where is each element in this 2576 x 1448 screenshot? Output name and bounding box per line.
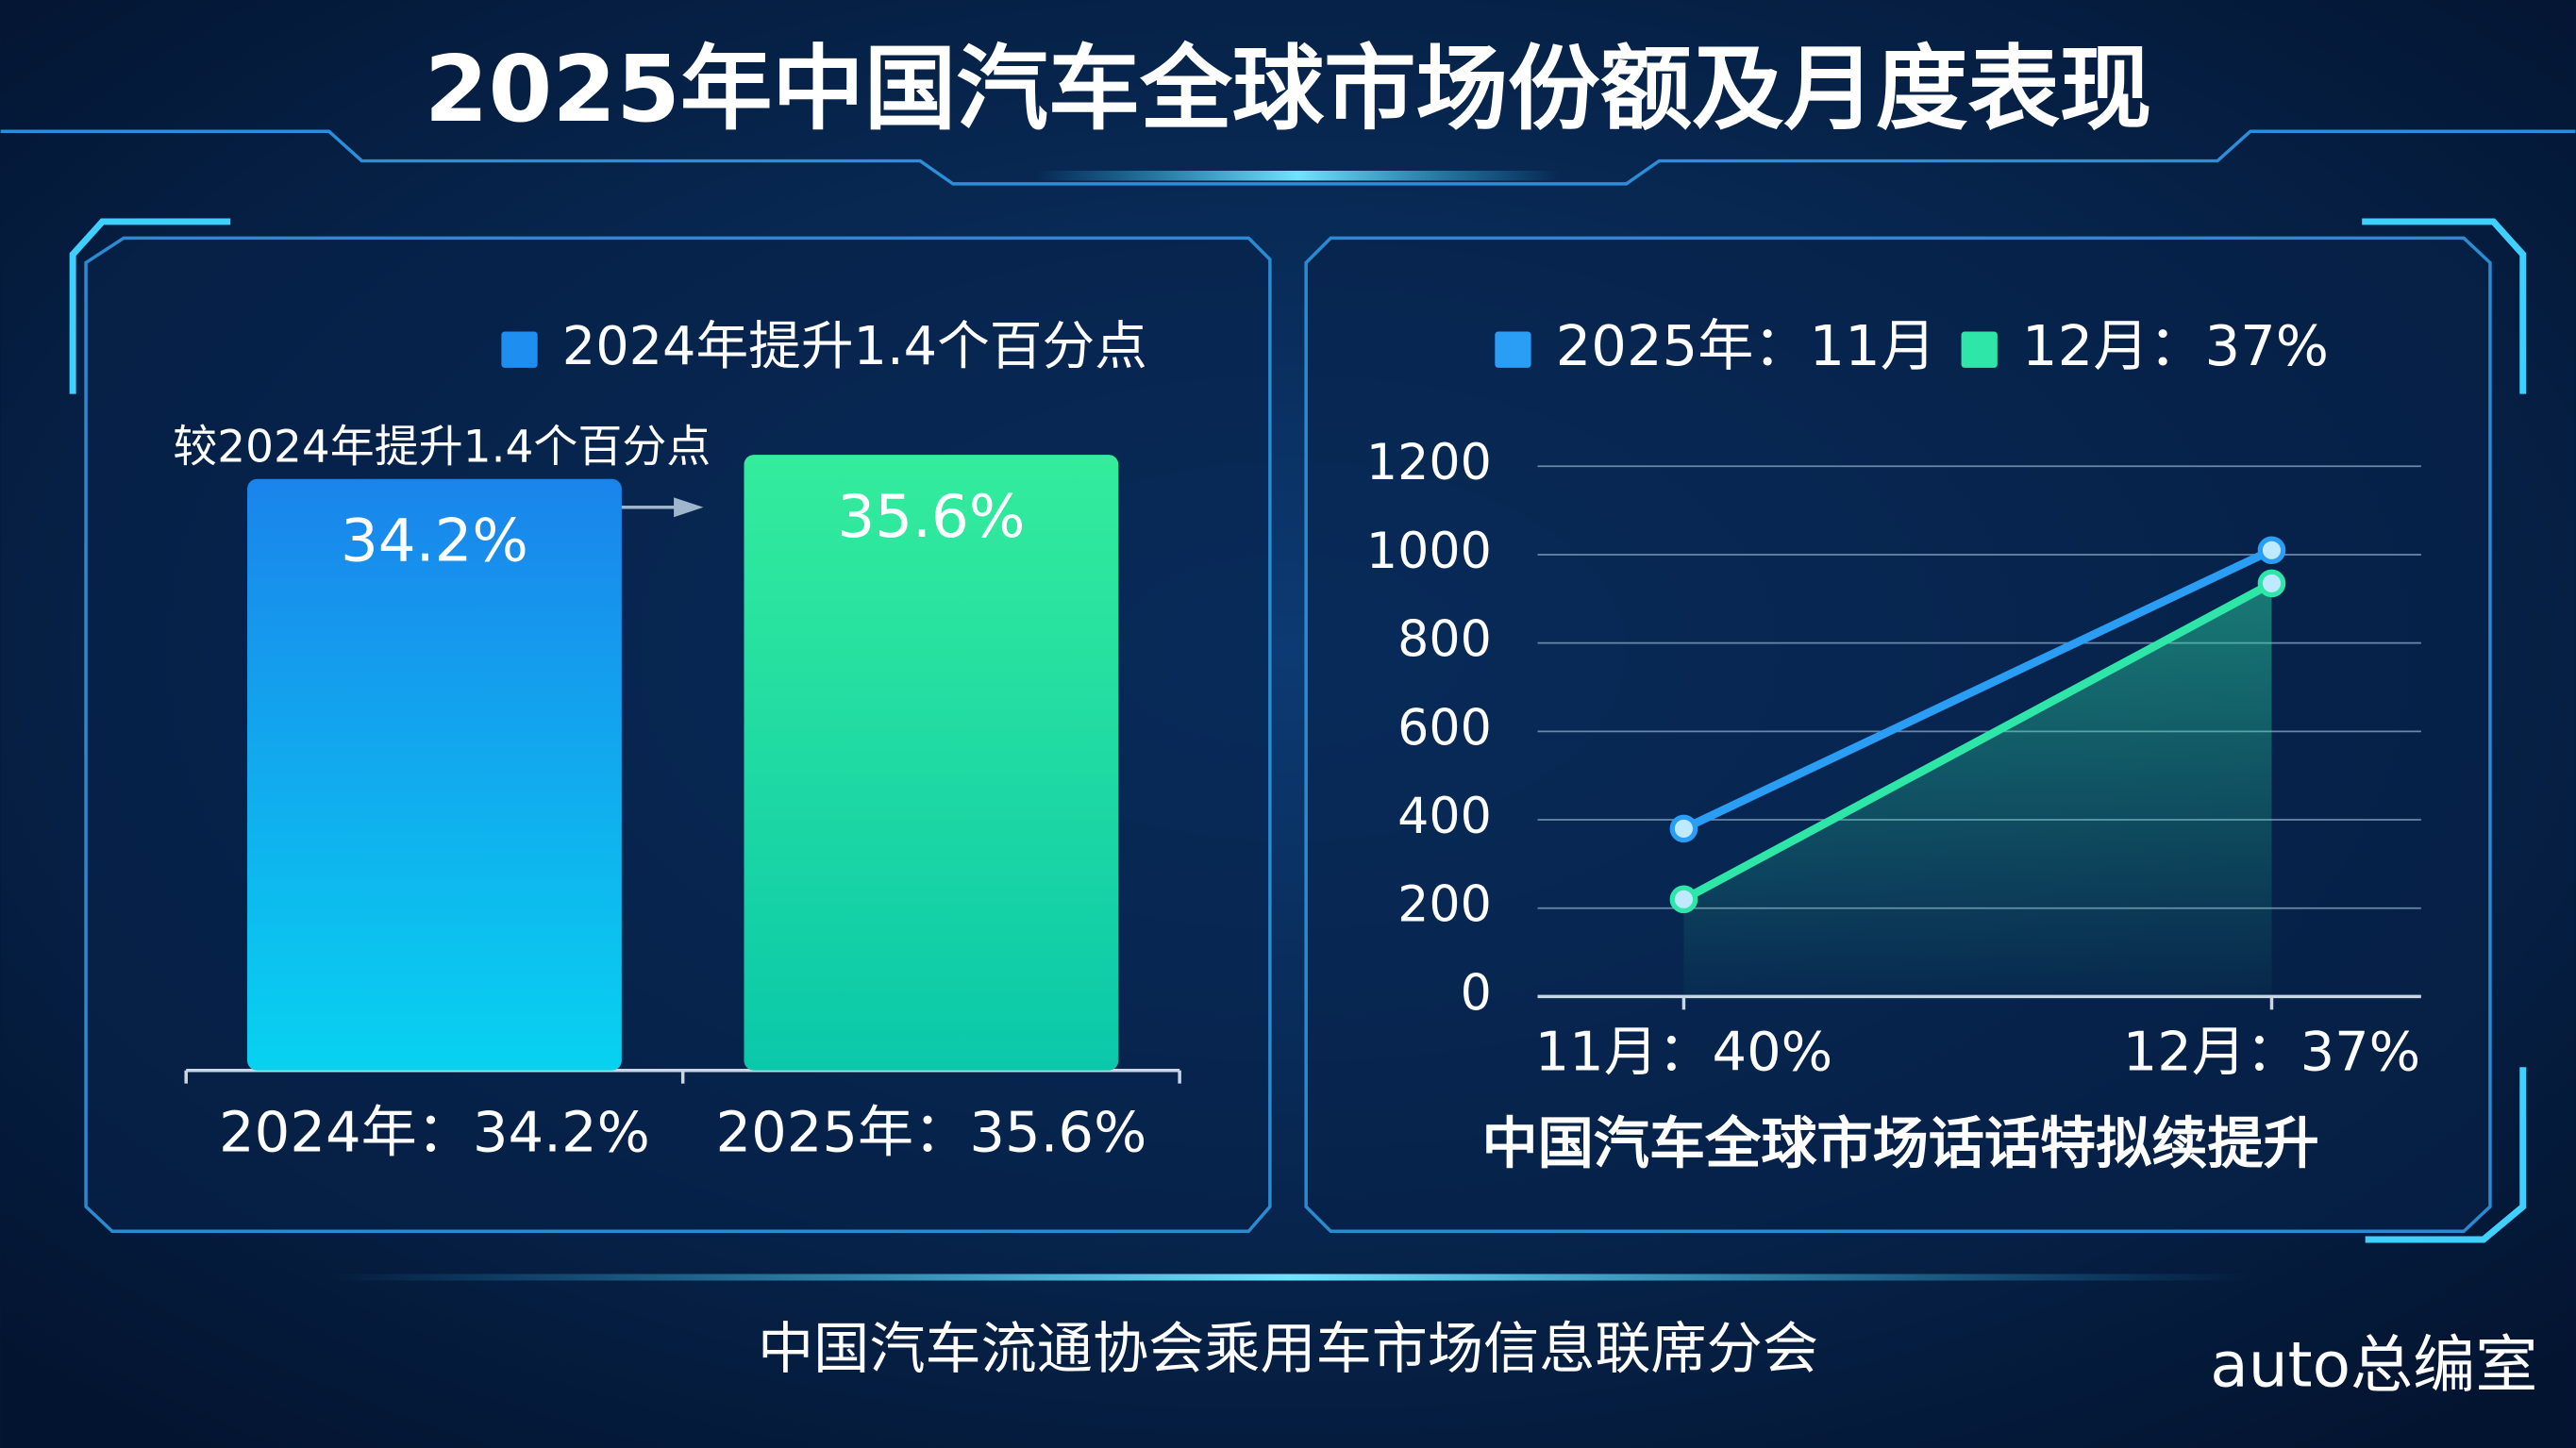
legend-swatch xyxy=(1495,331,1531,368)
line xyxy=(1681,546,2274,833)
x-tick-label: 11月：40% xyxy=(1535,1021,1833,1084)
area xyxy=(1683,583,2272,997)
page-title: 2025年中国汽车全球市场份额及月度表现 xyxy=(425,36,2151,142)
corner xyxy=(2365,1067,2527,1243)
y-tick-label: 1200 xyxy=(1366,435,1492,491)
point xyxy=(1669,814,1698,843)
footer: 中国汽车流通协会乘用车市场信息联席分会 xyxy=(758,1316,1818,1381)
line xyxy=(1681,579,2274,904)
legend-swatch xyxy=(1961,331,1998,368)
annotation: 较2024年提升1.4个百分点 xyxy=(173,421,711,473)
header-frame xyxy=(0,129,2576,186)
legend-label: 12月：37% xyxy=(2022,313,2329,378)
point xyxy=(1669,885,1698,914)
bar xyxy=(744,455,1119,1071)
point xyxy=(2257,569,2286,598)
watermark: auto总编室 xyxy=(2210,1329,2537,1402)
bar xyxy=(247,478,622,1071)
legend-swatch xyxy=(501,331,538,368)
y-tick-label: 800 xyxy=(1397,612,1492,669)
x-tick-label: 2024年：34.2% xyxy=(219,1099,650,1164)
point xyxy=(2257,536,2286,565)
y-tick-label: 0 xyxy=(1461,965,1492,1022)
annotation: 中国汽车全球市场话话特拟续提升 xyxy=(1481,1111,2318,1176)
annotation-arrowhead xyxy=(674,497,704,518)
x-tick-label: 12月：37% xyxy=(2123,1021,2421,1084)
y-tick-label: 200 xyxy=(1397,877,1492,934)
header-glow xyxy=(1034,170,1561,181)
y-tick-label: 600 xyxy=(1397,700,1492,757)
legend-label: 2025年：11月 xyxy=(1556,313,1936,378)
footer-glow xyxy=(328,1273,2250,1281)
corner xyxy=(69,218,231,394)
corner xyxy=(2362,218,2527,394)
x-tick-label: 2025年：35.6% xyxy=(716,1099,1147,1164)
legend-label: 2024年提升1.4个百分点 xyxy=(562,316,1147,377)
value-label: 35.6% xyxy=(837,482,1025,551)
value-label: 34.2% xyxy=(341,506,528,574)
y-tick-label: 400 xyxy=(1397,789,1492,845)
y-tick-label: 1000 xyxy=(1366,524,1492,580)
